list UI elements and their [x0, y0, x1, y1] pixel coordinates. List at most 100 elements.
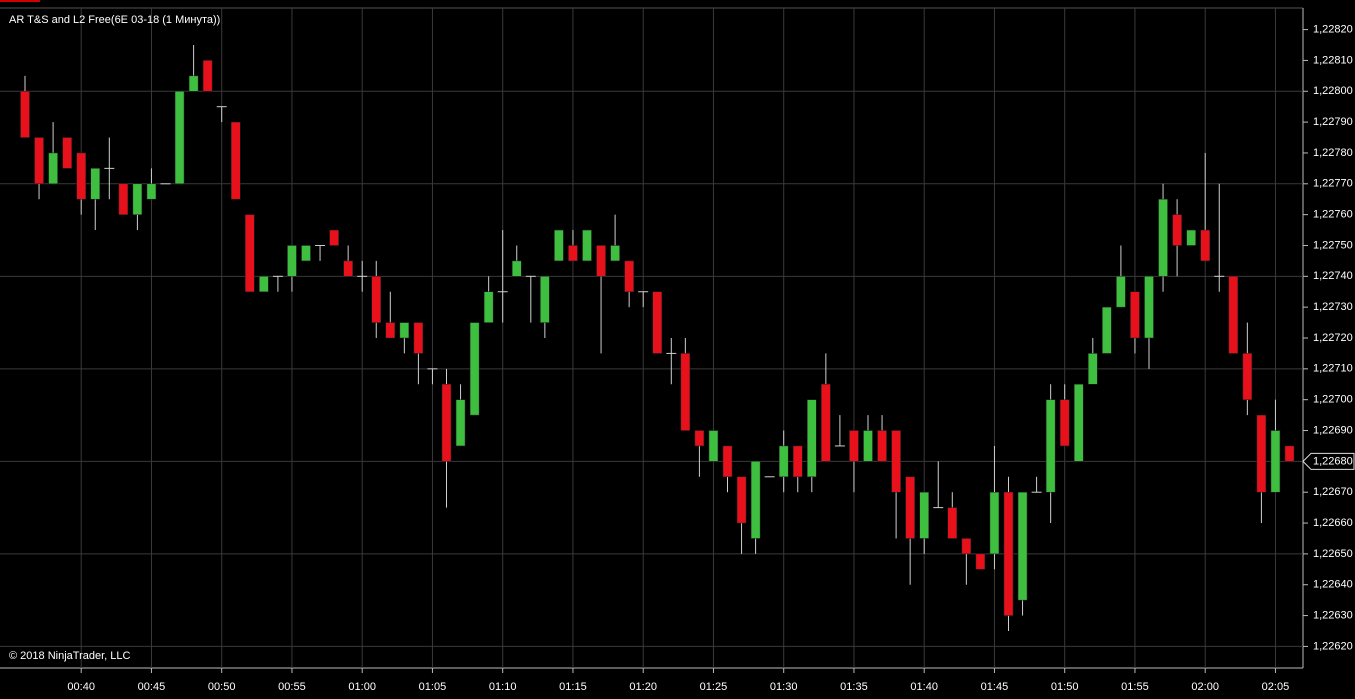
candle-body — [540, 276, 550, 323]
candle-body — [132, 183, 143, 215]
candle-body — [399, 322, 410, 339]
candle-body — [441, 384, 452, 462]
candle-body — [694, 430, 705, 447]
x-tick-label: 01:45 — [981, 681, 1009, 693]
candle-body — [512, 260, 522, 277]
candle-body — [1116, 276, 1126, 308]
candle-body — [821, 384, 831, 462]
candle-body — [231, 121, 241, 200]
candle-body — [1186, 229, 1196, 246]
candle-body — [371, 276, 381, 323]
candle-body — [76, 152, 86, 200]
y-tick-label: 1,22690 — [1313, 424, 1353, 436]
candle-body — [1003, 491, 1014, 616]
candle-body — [891, 430, 901, 493]
x-tick-label: 01:10 — [489, 681, 517, 693]
y-tick-label: 1,22750 — [1313, 239, 1353, 251]
x-tick-label: 01:15 — [559, 681, 587, 693]
candle-body — [652, 291, 662, 354]
candle-body — [877, 430, 887, 462]
candle-body — [188, 75, 199, 92]
candle-body — [259, 276, 269, 292]
x-tick-label: 01:35 — [840, 681, 868, 693]
candle-body — [1172, 214, 1182, 246]
candle-body — [582, 229, 592, 262]
candle-body — [1059, 399, 1070, 447]
y-tick-label: 1,22670 — [1313, 486, 1353, 498]
candle-body — [905, 476, 915, 539]
candle-body — [554, 229, 564, 262]
y-tick-label: 1,22780 — [1313, 147, 1353, 159]
candle-body — [62, 137, 72, 169]
x-tick-label: 00:55 — [278, 681, 306, 693]
candle-body — [343, 260, 353, 277]
x-tick-label: 01:20 — [629, 681, 657, 693]
candle-body — [146, 183, 157, 200]
x-tick-label: 01:40 — [910, 681, 938, 693]
x-tick-label: 01:55 — [1121, 681, 1149, 693]
tab-accent — [0, 0, 40, 2]
candle-body — [1284, 445, 1295, 462]
chart-title: AR T&S and L2 Free(6E 03-18 (1 Минута)) — [9, 14, 220, 26]
y-tick-label: 1,22740 — [1313, 270, 1353, 282]
candle-body — [989, 491, 1000, 555]
y-tick-label: 1,22650 — [1313, 548, 1353, 560]
candle-body — [34, 137, 44, 185]
x-tick-label: 01:30 — [770, 681, 798, 693]
candle-body — [863, 430, 873, 462]
candle-body — [48, 152, 58, 185]
y-tick-label: 1,22790 — [1313, 116, 1353, 128]
x-tick-label: 01:05 — [419, 681, 447, 693]
x-tick-label: 01:25 — [700, 681, 728, 693]
candle-body — [1088, 353, 1098, 385]
candle-body — [1017, 491, 1028, 601]
y-tick-label: 1,22660 — [1313, 517, 1353, 529]
candle-body — [20, 91, 30, 138]
y-tick-label: 1,22730 — [1313, 301, 1353, 313]
y-tick-label: 1,22630 — [1313, 609, 1353, 621]
candle-body — [919, 491, 929, 539]
candle-body — [596, 245, 606, 277]
candle-body — [722, 445, 733, 478]
y-tick-label: 1,22710 — [1313, 363, 1353, 375]
y-tick-label: 1,22820 — [1313, 23, 1353, 35]
candle-body — [1074, 384, 1084, 462]
y-tick-label: 1,22720 — [1313, 332, 1353, 344]
candle-body — [793, 445, 803, 478]
candle-body — [301, 245, 311, 262]
candle-body — [118, 183, 129, 215]
candle-body — [807, 399, 817, 478]
candle-body — [1130, 291, 1140, 339]
candle-body — [849, 430, 859, 462]
y-tick-label: 1,22800 — [1313, 85, 1353, 97]
last-price-label: 1,22680 — [1313, 455, 1353, 467]
candle-body — [778, 445, 789, 478]
candles — [20, 45, 1295, 631]
candle-body — [245, 214, 255, 292]
x-tick-label: 01:00 — [348, 681, 376, 693]
x-tick-label: 02:05 — [1262, 681, 1290, 693]
candle-body — [287, 245, 297, 277]
candle-body — [1045, 399, 1056, 493]
candle-body — [736, 476, 747, 524]
candle-body — [1158, 198, 1168, 277]
candle-body — [750, 461, 761, 539]
grid — [0, 8, 1303, 668]
y-tick-label: 1,22700 — [1313, 394, 1353, 406]
y-tick-label: 1,22620 — [1313, 640, 1353, 652]
candle-body — [680, 353, 691, 431]
y-tick-label: 1,22640 — [1313, 579, 1353, 591]
candle-body — [1228, 276, 1239, 354]
candle-body — [385, 322, 396, 339]
candle-body — [947, 507, 958, 539]
candle-body — [624, 260, 634, 292]
candle-body — [413, 322, 424, 354]
y-tick-label: 1,22810 — [1313, 54, 1353, 66]
x-tick-label: 00:45 — [138, 681, 166, 693]
x-tick-label: 00:50 — [208, 681, 236, 693]
candle-body — [568, 245, 578, 262]
y-tick-label: 1,22760 — [1313, 209, 1353, 221]
copyright: © 2018 NinjaTrader, LLC — [9, 650, 130, 662]
